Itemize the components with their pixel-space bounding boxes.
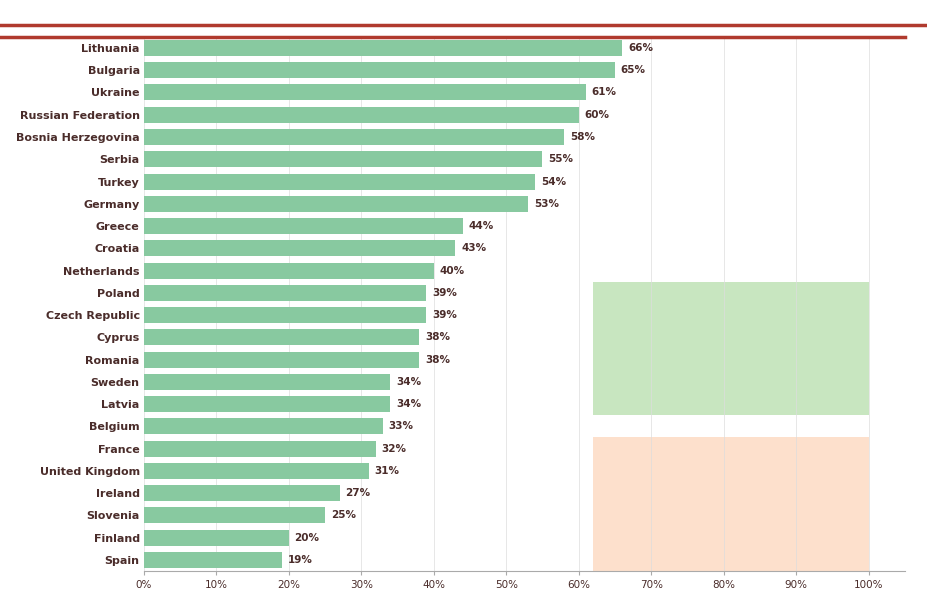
Text: 65%: 65% [620,65,645,76]
Text: 27%: 27% [345,488,370,498]
Bar [144,174,535,190]
Text: 38%: 38% [425,332,450,343]
Text: 58%: 58% [569,132,594,142]
Text: 43%: 43% [461,243,486,254]
Text: 54%: 54% [540,176,565,187]
Text: 20%: 20% [294,532,319,543]
Text: 40%: 40% [439,265,464,276]
Text: 32%: 32% [381,443,406,454]
Text: 66%: 66% [628,43,653,53]
Bar [592,282,868,415]
Bar [144,441,375,457]
Bar [144,485,339,501]
Text: 33%: 33% [388,421,413,432]
Bar [144,85,585,101]
Bar [144,129,564,145]
Bar [144,218,463,234]
Bar [592,437,868,571]
Bar [144,285,426,301]
Bar [144,507,324,523]
Bar [144,151,542,167]
Text: 25%: 25% [330,510,355,521]
Bar [144,530,288,546]
Text: 44%: 44% [468,221,493,231]
Bar [144,62,615,78]
Bar [144,374,390,390]
Text: 38%: 38% [425,354,450,365]
Text: 61%: 61% [591,87,616,98]
Text: 39%: 39% [432,288,457,298]
Bar [144,552,281,568]
Text: 34%: 34% [396,399,421,409]
Bar [144,418,383,434]
Text: 31%: 31% [374,466,399,476]
Bar [144,263,433,279]
Text: 19%: 19% [287,555,311,565]
Bar [144,329,419,345]
Text: 39%: 39% [432,310,457,320]
Bar [144,240,455,256]
Text: 60%: 60% [584,110,609,120]
Text: 34%: 34% [396,377,421,387]
Text: 53%: 53% [533,199,558,209]
Text: 55%: 55% [548,154,573,165]
Bar [144,307,426,323]
Bar [144,463,368,479]
Bar [144,352,419,368]
Bar [144,107,578,123]
Bar [144,396,390,412]
Bar [144,40,621,56]
Bar [144,196,527,212]
